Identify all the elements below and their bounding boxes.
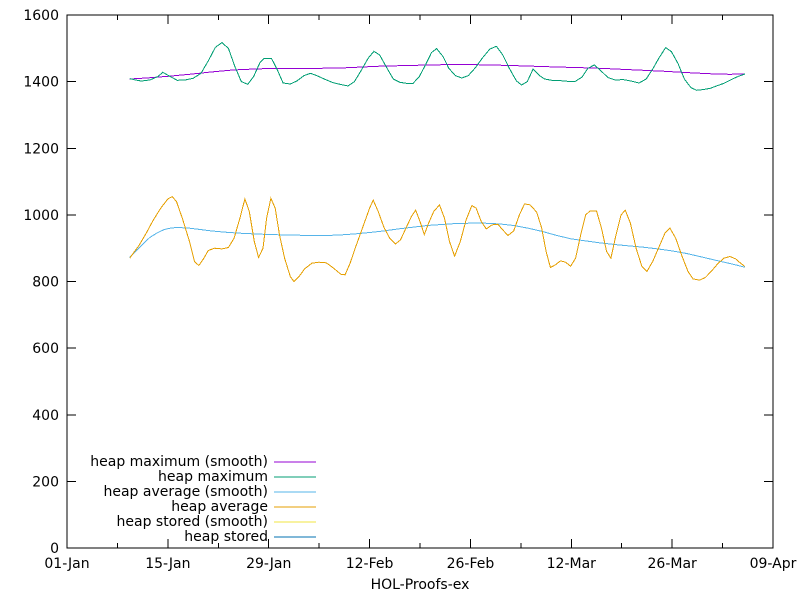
series-line-heap-maximum-smooth	[129, 64, 745, 80]
y-tick-label: 0	[50, 541, 59, 557]
legend-label: heap maximum (smooth)	[90, 454, 268, 470]
series-line-heap-maximum	[129, 41, 746, 91]
legend-entry-heap-stored: heap stored	[184, 529, 316, 545]
legend-label: heap stored (smooth)	[117, 514, 269, 530]
y-tick-label: 1000	[23, 208, 59, 224]
y-tick-label: 200	[32, 474, 59, 490]
y-tick-label: 800	[32, 275, 59, 291]
y-tick-label: 1600	[23, 8, 59, 24]
y-tick-label: 1400	[23, 75, 59, 91]
legend-entry-heap-average-smooth: heap average (smooth)	[103, 484, 316, 500]
axis-ticks	[66, 14, 774, 549]
legend-entry-heap-maximum-smooth: heap maximum (smooth)	[90, 454, 316, 470]
x-tick-label: 09-Apr	[750, 556, 797, 572]
plot-border	[66, 14, 774, 549]
axis-tick-labels: 0 200 400 600 800 1000 1200 1400 1600 01-Jan 15-Ja…	[23, 8, 796, 572]
series-line-heap-average-smooth	[129, 222, 746, 268]
legend-entry-heap-stored-smooth: heap stored (smooth)	[117, 514, 316, 530]
legend-label: heap stored	[184, 529, 268, 545]
x-tick-label: 01-Jan	[44, 556, 89, 572]
legend-label: heap average	[171, 499, 268, 515]
x-tick-label: 12-Feb	[346, 556, 394, 572]
data-series	[129, 41, 746, 283]
legend-entry-heap-average: heap average	[171, 499, 316, 515]
series-line-heap-average	[129, 195, 746, 283]
y-tick-label: 600	[32, 341, 59, 357]
x-axis-title: HOL-Proofs-ex	[371, 577, 470, 593]
x-tick-label: 26-Feb	[447, 556, 495, 572]
legend-label: heap average (smooth)	[103, 484, 268, 500]
legend-entry-heap-maximum: heap maximum	[158, 469, 316, 485]
legend-label: heap maximum	[158, 469, 268, 485]
x-tick-label: 15-Jan	[145, 556, 190, 572]
x-tick-label: 26-Mar	[648, 556, 698, 572]
y-tick-label: 1200	[23, 141, 59, 157]
x-tick-label: 29-Jan	[246, 556, 291, 572]
y-tick-label: 400	[32, 408, 59, 424]
x-tick-label: 12-Mar	[547, 556, 597, 572]
